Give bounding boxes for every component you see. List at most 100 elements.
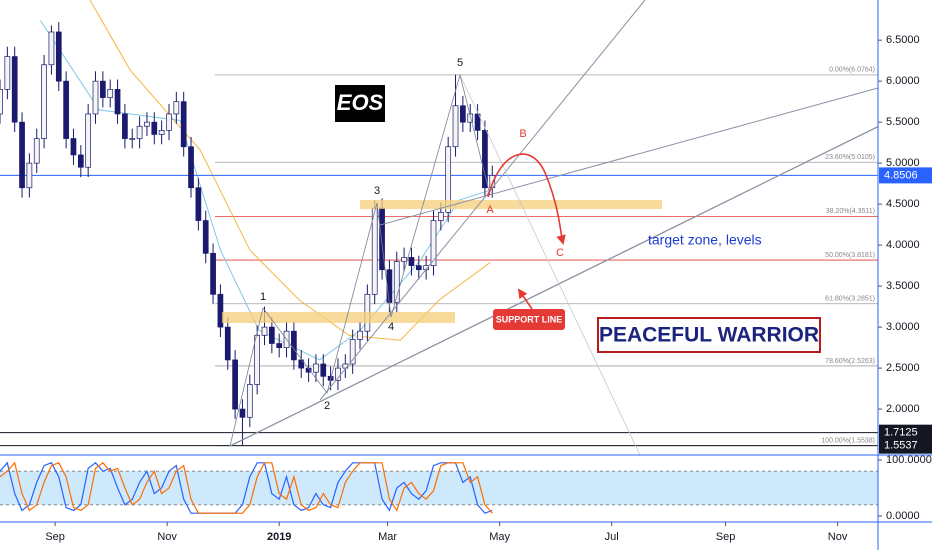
candle-body (166, 113, 172, 131)
candle-body (122, 113, 128, 139)
candle-body (437, 211, 444, 221)
title-box (335, 85, 385, 122)
y-tick-label: 5.5000 (886, 116, 920, 128)
candle-body (92, 80, 99, 115)
candle-body (4, 56, 11, 90)
y-tick-label: 4.5000 (886, 198, 920, 210)
candle-body (313, 363, 319, 373)
candle-body (210, 252, 216, 295)
wave-label: 1 (260, 291, 266, 303)
candle-body (320, 363, 327, 377)
candle-body (77, 154, 84, 168)
candle-body (180, 101, 187, 148)
note: target zone, levels (648, 232, 762, 248)
candle-body (195, 187, 202, 221)
candle-body (55, 31, 62, 82)
candle-body (357, 330, 363, 340)
candle-body (246, 384, 253, 418)
fib-label: 23.60%(5.0105) (825, 154, 875, 161)
candle-body (151, 121, 158, 135)
abc-label: C (556, 247, 564, 259)
candle-body (232, 359, 238, 410)
price-label: 1.7125 (884, 427, 918, 439)
candle-body (158, 130, 165, 135)
candle-body (261, 326, 268, 336)
price-label-box (879, 437, 932, 454)
fib-label: 78.60%(2.5263) (825, 358, 875, 365)
wave-label: 5 (457, 57, 463, 69)
candle-body (63, 80, 69, 139)
x-tick-label: Nov (828, 531, 848, 543)
candle-body (254, 334, 261, 385)
candle-body (445, 146, 452, 213)
candle-body (129, 138, 136, 140)
wave-path (229, 73, 491, 447)
candle-body (188, 146, 194, 189)
candle-body (114, 89, 121, 115)
pointer-arrow (517, 288, 533, 310)
price-label: 4.8506 (884, 169, 918, 181)
candle-body (33, 138, 40, 164)
y-tick-label: 100.0000 (886, 454, 932, 466)
candle-body (144, 121, 150, 127)
candle-body (48, 31, 55, 66)
candle-body (239, 408, 246, 418)
candle-body (482, 130, 488, 189)
candle-body (467, 113, 474, 123)
candle-body (401, 257, 407, 262)
candle-body (85, 113, 92, 168)
fib-label: 100.00%(1.5538) (821, 438, 875, 445)
abc-label: A (486, 204, 494, 216)
price-label-box (879, 424, 932, 441)
y-tick-label: 3.0000 (886, 321, 920, 333)
candle-body (452, 105, 459, 148)
fib-label: 50.00%(3.8181) (825, 252, 875, 259)
candle-body (408, 257, 415, 266)
abc-label: B (519, 128, 526, 140)
fib-label: 38.20%(4.3511) (826, 208, 875, 215)
oscillator-line (0, 461, 493, 514)
candle-body (298, 359, 305, 369)
trendline (319, 0, 646, 401)
back-layer: 0.00%(6.0764) 23.60%(5.0105) 38.20%(4.3511… (0, 0, 878, 506)
zone (360, 200, 662, 209)
watermark-box (597, 317, 821, 353)
wave-label: 3 (374, 185, 380, 197)
x-tick-label: Jul (605, 531, 619, 543)
candle-body (415, 265, 422, 271)
y-tick-label: 3.5000 (886, 280, 920, 292)
title: EOS (337, 90, 384, 115)
oscillator-line (0, 461, 493, 514)
candle-body (291, 330, 297, 361)
candle-body (0, 89, 3, 115)
y-tick-label: 4.0000 (886, 239, 920, 251)
candle-body (460, 105, 466, 123)
trendline (459, 74, 641, 456)
candle-body (26, 162, 33, 189)
candle-body (173, 101, 180, 115)
y-tick-label: 5.0000 (886, 157, 920, 169)
fib-label: 0.00%(6.0764) (829, 67, 875, 74)
candle-body (11, 56, 18, 123)
x-tick-label: Sep (716, 531, 736, 543)
zone (222, 312, 455, 323)
candle-body (371, 207, 378, 295)
candle-body (268, 326, 275, 344)
candle-body (224, 326, 231, 361)
candle-body (202, 220, 209, 254)
candle-body (217, 293, 224, 328)
support-label-box (493, 309, 565, 330)
y-tick-label: 2.0000 (886, 403, 920, 415)
candle-body (349, 339, 356, 365)
candle-body (393, 261, 400, 303)
drawings: EOS PEACEFUL WARRIOR target zone, levels… (222, 0, 932, 456)
candle-body (19, 121, 25, 189)
y-tick-label: 6.5000 (886, 34, 920, 46)
x-tick-label: Sep (45, 531, 65, 543)
candle-body (136, 125, 143, 139)
x-tick-label: May (489, 531, 510, 543)
support-label: SUPPORT LINE (496, 314, 563, 324)
watermark: PEACEFUL WARRIOR (599, 324, 819, 347)
